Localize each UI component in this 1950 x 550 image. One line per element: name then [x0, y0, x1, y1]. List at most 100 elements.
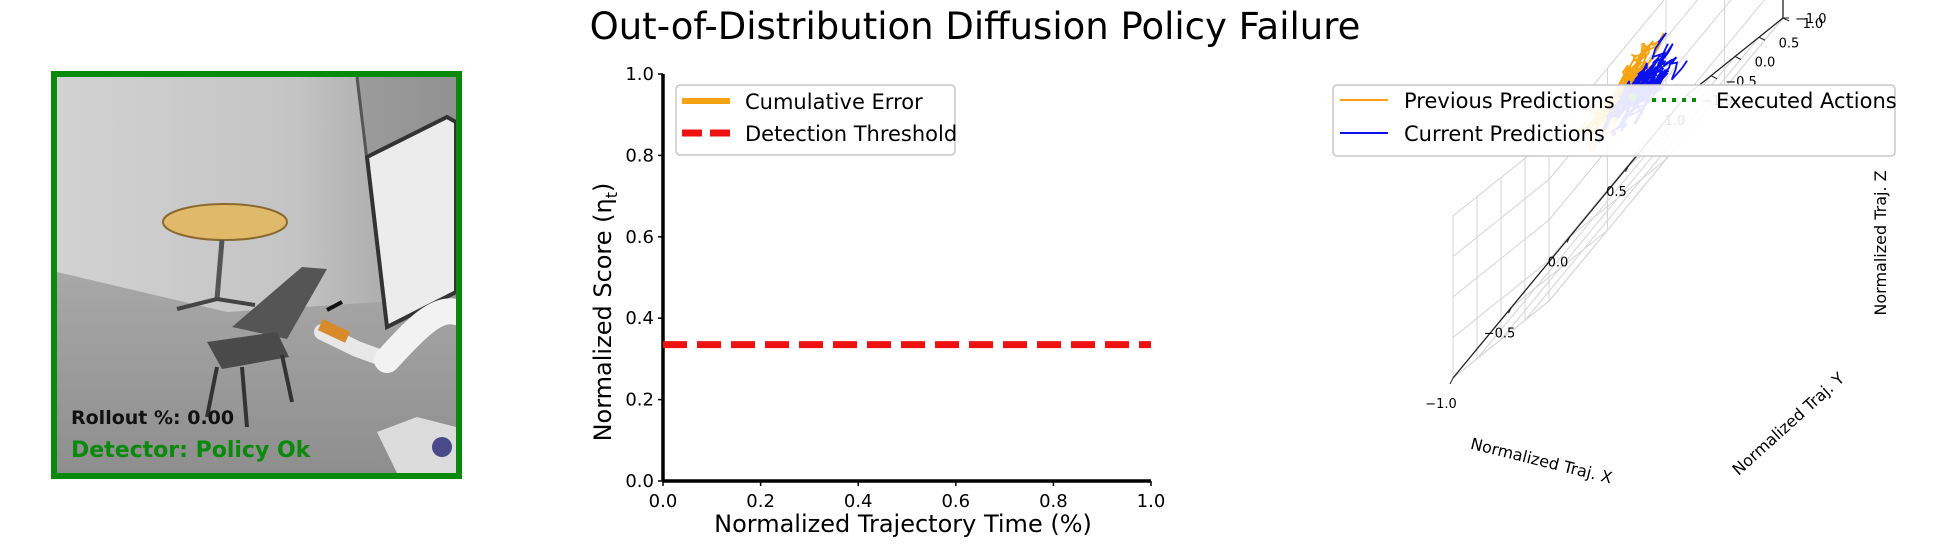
traj-y-tick	[1686, 94, 1694, 99]
legend-previous-predictions-label: Previous Predictions	[1404, 89, 1615, 113]
previous-prediction-trajectory	[1617, 53, 1643, 87]
traj-x-tick-label: 0.0	[1548, 256, 1569, 271]
score-x-tick-label: 0.2	[746, 491, 775, 512]
previous-prediction-trajectory	[1605, 90, 1631, 120]
traj-x-tick	[1625, 165, 1629, 172]
legend-cumulative-error-label: Cumulative Error	[745, 90, 923, 114]
current-prediction-trajectory	[1629, 76, 1656, 109]
score-y-tick-label: 0.0	[625, 471, 654, 492]
traj-x-tick-label: 1.0	[1665, 114, 1686, 129]
traj-x-tick	[1566, 236, 1571, 243]
current-prediction-trajectory	[1631, 66, 1650, 86]
traj-x-tick-label: −1.0	[1425, 397, 1457, 412]
traj-x-tick-label: 0.5	[1606, 185, 1627, 200]
score-x-tick-label: 0.4	[844, 491, 873, 512]
current-prediction-trajectory	[1637, 66, 1657, 95]
previous-prediction-trajectory	[1617, 66, 1631, 88]
current-prediction-trajectory	[1632, 104, 1646, 125]
previous-prediction-trajectory	[1628, 65, 1641, 90]
traj-x-axis-line	[1452, 94, 1688, 379]
previous-prediction-trajectory	[1630, 71, 1649, 95]
traj-z-axis-label: Normalized Traj. Z	[1871, 170, 1890, 315]
previous-prediction-trajectory	[1601, 69, 1654, 138]
current-prediction-trajectory	[1641, 54, 1665, 82]
current-prediction-trajectory	[1613, 97, 1634, 116]
current-prediction-trajectory	[1611, 80, 1649, 133]
current-prediction-trajectory	[1625, 69, 1660, 106]
current-prediction-trajectory	[1628, 79, 1664, 118]
legend-detection-threshold-label: Detection Threshold	[745, 122, 957, 146]
back-wall-grid-line	[1548, 17, 1784, 302]
current-prediction-trajectory	[1641, 79, 1663, 103]
current-prediction-trajectory	[1662, 56, 1688, 81]
previous-prediction-trajectory	[1616, 86, 1638, 105]
current-prediction-trajectory	[1631, 76, 1657, 112]
previous-prediction-trajectory	[1587, 101, 1611, 116]
score-legend: Cumulative Error Detection Threshold	[675, 84, 957, 156]
current-prediction-trajectory	[1636, 58, 1673, 102]
score-x-tick-label: 0.6	[941, 491, 970, 512]
legend-current-predictions-label: Current Predictions	[1404, 122, 1605, 146]
traj-x-tick-label: −0.5	[1484, 326, 1516, 341]
traj-y-tick	[1710, 75, 1718, 80]
score-y-tick-label: 0.2	[625, 390, 654, 411]
traj-x-tick	[1683, 94, 1688, 102]
current-prediction-trajectory	[1620, 72, 1647, 96]
side-wall-grid-line	[1452, 219, 1550, 298]
previous-prediction-trajectory	[1624, 70, 1640, 98]
previous-prediction-trajectory	[1588, 111, 1617, 153]
current-prediction-trajectory	[1611, 104, 1637, 137]
floor-grid-line	[1548, 17, 1784, 302]
current-prediction-trajectory	[1654, 67, 1669, 84]
previous-prediction-trajectory	[1606, 75, 1637, 119]
previous-prediction-trajectory	[1613, 57, 1643, 98]
previous-prediction-trajectory	[1621, 74, 1644, 95]
traj-y-tick	[1734, 56, 1742, 60]
current-prediction-trajectory	[1649, 69, 1668, 96]
previous-prediction-trajectory	[1628, 63, 1656, 90]
current-prediction-trajectory	[1611, 91, 1638, 118]
previous-prediction-trajectory	[1612, 76, 1645, 127]
current-prediction-trajectory	[1632, 60, 1666, 94]
current-prediction-trajectory	[1638, 63, 1655, 86]
previous-prediction-trajectory	[1622, 64, 1635, 83]
score-y-tick-label: 0.8	[625, 145, 654, 166]
side-wall-grid-line	[1452, 179, 1550, 257]
score-x-tick-label: 0.8	[1039, 491, 1068, 512]
traj-y-axis-label: Normalized Traj. Y	[1728, 369, 1848, 480]
score-x-tick-label: 1.0	[1137, 491, 1166, 512]
scene-image	[57, 77, 456, 473]
current-prediction-trajectory	[1625, 90, 1649, 112]
current-prediction-trajectory	[1634, 62, 1648, 86]
floor-grid-line	[1524, 36, 1760, 321]
traj-x-tick	[1508, 307, 1512, 314]
current-prediction-trajectory	[1644, 52, 1666, 83]
current-prediction-trajectory	[1602, 83, 1639, 129]
previous-prediction-trajectory	[1586, 104, 1612, 136]
score-x-axis-label: Normalized Trajectory Time (%)	[714, 510, 1092, 538]
score-y-axis-label: Normalized Score (ηt)	[589, 183, 621, 442]
side-wall-grid-line	[1452, 300, 1550, 379]
figure-title: Out-of-Distribution Diffusion Policy Fai…	[589, 5, 1361, 48]
legend-executed-actions-label: Executed Actions	[1716, 89, 1897, 113]
floor-grid-line	[1476, 75, 1712, 360]
traj-y-tick-label: −1.0	[1701, 94, 1733, 109]
floor-grid-line	[1452, 94, 1688, 379]
current-prediction-trajectory	[1619, 98, 1643, 132]
previous-prediction-trajectory	[1632, 49, 1645, 65]
score-y-tick-label: 1.0	[625, 64, 654, 85]
score-y-tick-label: 0.6	[625, 227, 654, 248]
current-prediction-trajectory	[1633, 74, 1657, 109]
current-prediction-trajectory	[1624, 82, 1645, 121]
previous-prediction-trajectory	[1607, 83, 1632, 114]
previous-prediction-trajectory	[1607, 66, 1646, 112]
current-prediction-trajectory	[1640, 63, 1655, 84]
current-prediction-trajectory	[1596, 95, 1629, 144]
current-prediction-trajectory	[1641, 68, 1669, 99]
previous-prediction-trajectory	[1578, 99, 1619, 133]
current-prediction-trajectory	[1643, 79, 1662, 103]
previous-prediction-trajectory	[1608, 62, 1646, 110]
traj-y-tick-label: −0.5	[1725, 75, 1757, 90]
current-prediction-trajectory	[1617, 88, 1633, 104]
previous-prediction-trajectory	[1607, 77, 1639, 108]
